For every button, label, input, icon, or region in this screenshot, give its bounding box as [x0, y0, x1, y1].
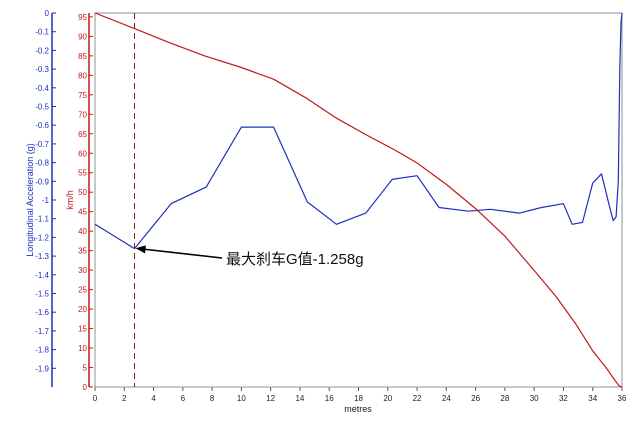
- right-axis-tick-label: 30: [78, 266, 87, 275]
- annotation-arrowhead: [135, 245, 146, 254]
- left-axis-label: Longitudinal Acceleration (g): [25, 143, 35, 257]
- left-axis-tick-label: -1.5: [35, 290, 49, 299]
- x-axis-tick-label: 14: [295, 394, 304, 403]
- speed-series-line: [94, 12, 623, 388]
- annotation-arrow: [144, 248, 223, 259]
- x-axis-tick-label: 36: [618, 394, 627, 403]
- left-axis-tick-label: -1.6: [35, 308, 49, 317]
- x-axis-tick-label: 0: [93, 394, 98, 403]
- left-axis-tick-label: -0.8: [35, 159, 49, 168]
- left-axis-tick-label: -1.7: [35, 327, 49, 336]
- x-axis-tick-label: 32: [559, 394, 568, 403]
- right-axis-label: km/h: [65, 190, 75, 210]
- x-axis-tick-label: 30: [530, 394, 539, 403]
- x-axis-tick-label: 10: [237, 394, 246, 403]
- right-axis-tick-label: 15: [78, 325, 87, 334]
- left-axis-tick-label: 0: [45, 9, 50, 18]
- x-axis-tick-label: 8: [210, 394, 215, 403]
- x-axis-tick-label: 28: [500, 394, 509, 403]
- right-axis-tick-label: 60: [78, 149, 87, 158]
- left-axis-tick-label: -1.1: [35, 215, 49, 224]
- x-axis-tick-label: 6: [181, 394, 186, 403]
- left-axis-tick-label: -1.8: [35, 346, 49, 355]
- x-axis-tick-label: 12: [266, 394, 275, 403]
- right-axis-tick-label: 55: [78, 169, 87, 178]
- right-axis-tick-label: 10: [78, 344, 87, 353]
- x-axis-tick-label: 16: [325, 394, 334, 403]
- left-axis-tick-label: -0.9: [35, 177, 49, 186]
- x-axis-tick-label: 24: [442, 394, 451, 403]
- series-layer: [94, 12, 623, 388]
- acceleration-series-line: [94, 12, 623, 250]
- right-axis-tick-label: 45: [78, 208, 87, 217]
- x-axis-tick-label: 22: [413, 394, 422, 403]
- right-axis-tick-label: 35: [78, 247, 87, 256]
- x-axis-tick-label: 34: [588, 394, 597, 403]
- x-axis-tick-label: 2: [122, 394, 127, 403]
- plot-frame: [94, 12, 623, 388]
- right-axis-tick-label: 25: [78, 286, 87, 295]
- right-axis-tick-label: 95: [78, 13, 87, 22]
- left-axis-tick-label: -1.9: [35, 364, 49, 373]
- left-axis-tick-label: -0.3: [35, 65, 49, 74]
- x-axis-tick-label: 18: [354, 394, 363, 403]
- left-axis-tick-label: -0.6: [35, 121, 49, 130]
- left-axis-tick-label: -1.2: [35, 233, 49, 242]
- x-axis-label: metres: [344, 404, 372, 414]
- x-axis-tick-label: 4: [151, 394, 156, 403]
- right-axis-tick-label: 50: [78, 188, 87, 197]
- x-axis-tick-label: 20: [383, 394, 392, 403]
- left-axis-tick-label: -1.3: [35, 252, 49, 261]
- annotation-layer: 最大刹车G值-1.258g: [135, 245, 364, 268]
- x-axis: 0 2 4 6 8 10 12 14 16 18 20 22 24 26 28 30 32 34 36: [93, 387, 627, 403]
- left-axis-tick-label: -1: [42, 196, 50, 205]
- left-axis-tick-label: -0.2: [35, 46, 49, 55]
- left-axis-tick-label: -1.4: [35, 271, 49, 280]
- right-axis-tick-label: 70: [78, 110, 87, 119]
- left-axis-tick-label: -0.4: [35, 84, 49, 93]
- right-axis-tick-label: 40: [78, 227, 87, 236]
- right-axis-tick-label: 65: [78, 130, 87, 139]
- right-axis-tick-label: 20: [78, 305, 87, 314]
- left-axis-tick-label: -0.1: [35, 28, 49, 37]
- right-axis-tick-label: 85: [78, 52, 87, 61]
- left-axis: 0 -0.1 -0.2 -0.3 -0.4 -0.5 -0.6 -0.7 -0.8 -0.9 -1 -…: [35, 9, 56, 387]
- x-axis-tick-label: 26: [471, 394, 480, 403]
- left-axis-tick-label: -0.7: [35, 140, 49, 149]
- right-axis-tick-label: 75: [78, 91, 87, 100]
- right-axis-tick-label: 0: [83, 383, 88, 392]
- right-axis-tick-label: 90: [78, 32, 87, 41]
- right-axis-tick-label: 5: [83, 364, 88, 373]
- left-axis-tick-label: -0.5: [35, 103, 49, 112]
- annotation-label: 最大刹车G值-1.258g: [226, 251, 364, 268]
- right-axis-tick-label: 80: [78, 71, 87, 80]
